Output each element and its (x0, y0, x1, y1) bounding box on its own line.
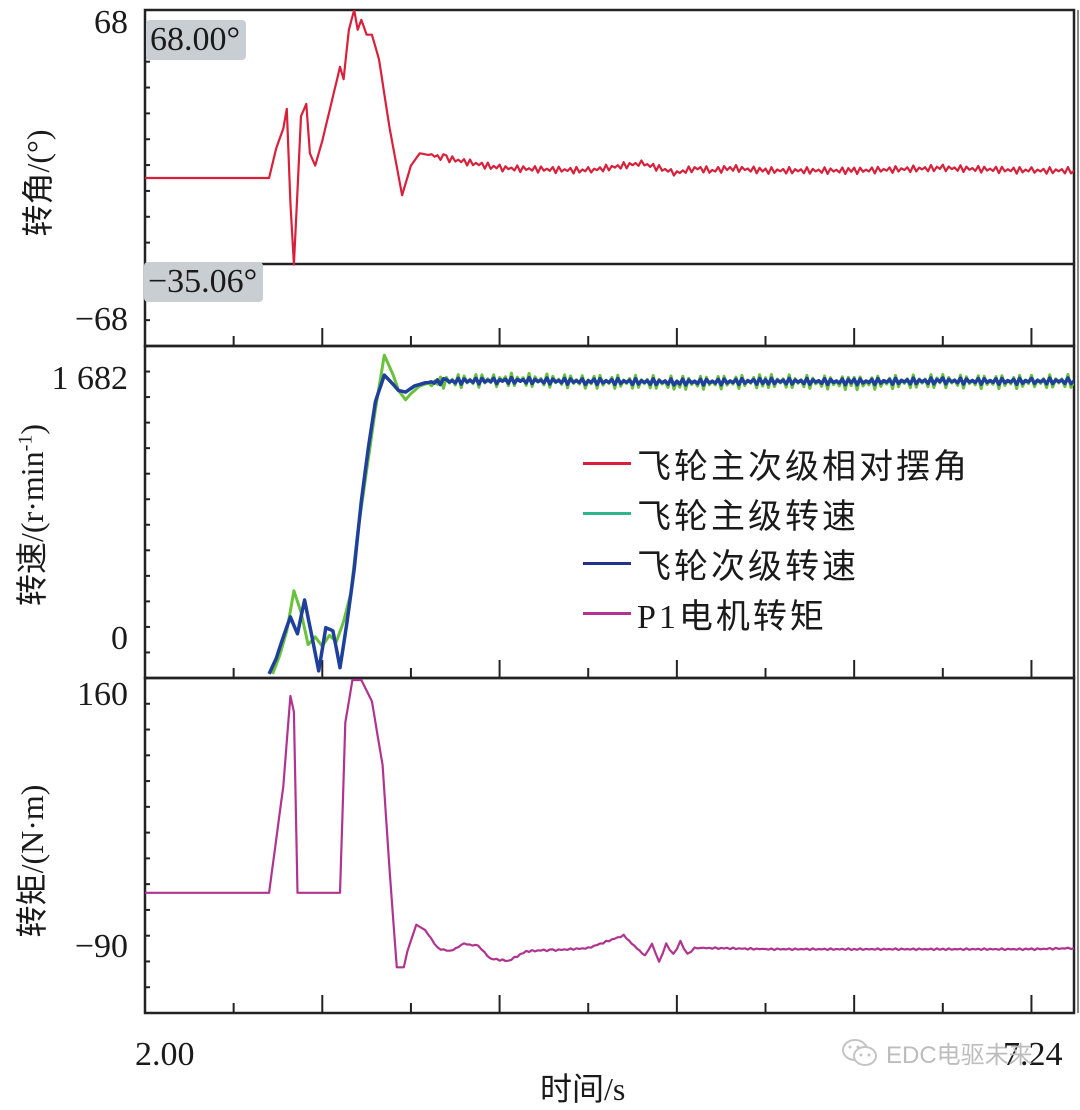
torque-series-line (145, 678, 1074, 969)
legend-item-secondary-speed: 飞轮次级转速 (583, 538, 970, 588)
angle-max-marker: 68.00° (146, 20, 247, 60)
panel-frames (143, 8, 1079, 1015)
legend-label: 飞轮次级转速 (637, 548, 859, 586)
legend-swatch (583, 561, 631, 565)
speed-y-axis-label-sup: -1 (14, 434, 37, 452)
legend-label: P1电机转矩 (637, 598, 827, 636)
data-series (145, 10, 1074, 969)
x-start-tick: 2.00 (135, 1036, 195, 1073)
angle-y-axis-label: 转角/(°) (20, 129, 56, 237)
legend-item-relative-angle: 飞轮主次级相对摆角 (583, 438, 970, 488)
speed-zero-tick: 0 (111, 620, 128, 657)
legend-swatch (583, 461, 631, 465)
speed-max-tick: 1 682 (51, 360, 129, 397)
legend: 飞轮主次级相对摆角 飞轮主级转速 飞轮次级转速 P1电机转矩 (583, 438, 970, 638)
x-axis-label: 时间/s (540, 1071, 626, 1107)
angle-max-tick: 68 (94, 4, 128, 41)
watermark: EDC电驱未来 (840, 1035, 1033, 1070)
legend-label: 飞轮主次级相对摆角 (637, 448, 970, 486)
torque-max-tick: 160 (77, 676, 128, 713)
watermark-text: EDC电驱未来 (886, 1042, 1033, 1069)
legend-swatch (583, 611, 631, 615)
axis-ticks (145, 34, 1033, 1013)
speed-series-line (267, 373, 1074, 675)
wechat-icon (842, 1038, 877, 1066)
x-end-tick: 7.24 (1003, 1036, 1063, 1073)
speed-y-axis-label-close: ) (14, 424, 50, 435)
legend-swatch (583, 511, 631, 515)
torque-panel-frame (143, 676, 1076, 1015)
speed-y-axis-label: 转速/(r·min-1) (7, 365, 53, 665)
torque-y-axis-label: 转矩/(N·m) (14, 784, 50, 938)
legend-item-p1-torque: P1电机转矩 (583, 588, 970, 638)
speed-y-axis-label-text: 转速/(r·min (14, 451, 50, 606)
angle-panel-frame (143, 8, 1076, 348)
angle-min-marker: −35.06° (144, 262, 264, 302)
legend-item-primary-speed: 飞轮主级转速 (583, 488, 970, 538)
torque-min-tick: −90 (74, 928, 128, 965)
legend-label: 飞轮主级转速 (637, 498, 859, 536)
angle-min-tick: −68 (74, 301, 128, 338)
angle-series-line (145, 10, 1074, 266)
